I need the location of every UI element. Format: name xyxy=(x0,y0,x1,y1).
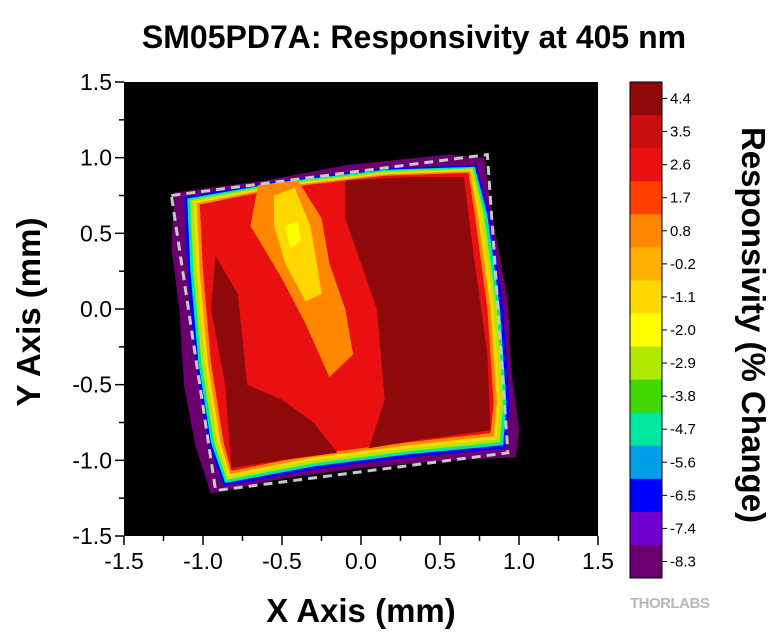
y-tick-label: 0.0 xyxy=(80,296,112,322)
colorbar-swatch xyxy=(630,412,662,447)
colorbar-swatch xyxy=(630,478,662,513)
chart-title: SM05PD7A: Responsivity at 405 nm xyxy=(142,19,686,55)
x-tick-label: -0.5 xyxy=(262,548,302,574)
colorbar-label: -1.1 xyxy=(670,289,696,306)
region-dark-left xyxy=(210,256,338,468)
colorbar-label: 1.7 xyxy=(670,190,691,207)
x-tick-label: 0.0 xyxy=(345,548,377,574)
colorbar-swatch xyxy=(630,346,662,381)
y-tick-label: 0.5 xyxy=(80,220,112,246)
region-dark-right xyxy=(345,177,491,449)
x-axis-ticks: -1.5 -1.0 -0.5 0.0 0.5 1.0 1.5 xyxy=(104,536,614,574)
colorbar-label: 4.4 xyxy=(670,91,691,108)
colorbar-swatch xyxy=(630,247,662,281)
colorbar-label: -2.9 xyxy=(670,355,696,372)
x-tick-label: 1.5 xyxy=(582,548,614,574)
colorbar-swatch xyxy=(630,82,662,116)
x-axis-label: X Axis (mm) xyxy=(266,592,456,629)
heatmap-regions xyxy=(171,154,519,494)
colorbar-swatch xyxy=(630,115,662,149)
y-axis-label: Y Axis (mm) xyxy=(10,218,47,407)
y-tick-label: -1.0 xyxy=(72,447,112,473)
colorbar-swatch xyxy=(630,511,662,546)
colorbar-swatch xyxy=(630,379,662,414)
colorbar-swatch xyxy=(630,181,662,215)
x-tick-label: 1.0 xyxy=(503,548,535,574)
colorbar-swatch xyxy=(630,148,662,182)
y-tick-label: -1.5 xyxy=(72,523,112,549)
colorbar-label: -8.3 xyxy=(670,553,696,570)
x-tick-label: 0.5 xyxy=(424,548,456,574)
y-axis-ticks: -1.5 -1.0 -0.5 0.0 0.5 1.0 1.5 xyxy=(72,69,124,549)
colorbar-swatch xyxy=(630,214,662,248)
colorbar-label: 0.8 xyxy=(670,223,691,240)
colorbar-swatch xyxy=(630,445,662,480)
colorbar-label: -6.5 xyxy=(670,487,696,504)
colorbar-label: -0.2 xyxy=(670,256,696,273)
colorbar-label: -5.6 xyxy=(670,454,696,471)
colorbar-swatch xyxy=(630,544,662,579)
colorbar-title: Responsivity (% Change) xyxy=(735,127,772,523)
region-bright-core xyxy=(285,221,301,249)
x-tick-label: -1.0 xyxy=(183,548,223,574)
colorbar-label: -7.4 xyxy=(670,520,696,537)
y-tick-label: -0.5 xyxy=(72,372,112,398)
colorbar-swatch xyxy=(630,280,662,314)
colorbar: 4.4 3.5 2.6 1.7 0.8 -0.2 -1.1 -2.0 -2.9 -3.8 -4.7 -… xyxy=(629,81,696,579)
colorbar-label: 2.6 xyxy=(670,157,691,174)
colorbar-label: -3.8 xyxy=(670,388,696,405)
sensor-outline xyxy=(169,152,510,493)
x-tick-label: -1.5 xyxy=(104,548,144,574)
colorbar-label: 3.5 xyxy=(670,124,691,141)
region-bright-yellow xyxy=(274,187,322,302)
y-tick-label: 1.5 xyxy=(80,69,112,95)
thorlabs-logo: THORLABS xyxy=(630,595,710,612)
colorbar-label: -2.0 xyxy=(670,322,696,339)
colorbar-frame xyxy=(629,81,663,579)
colorbar-swatch xyxy=(630,313,662,348)
y-tick-label: 1.0 xyxy=(80,145,112,171)
colorbar-label: -4.7 xyxy=(670,421,696,438)
